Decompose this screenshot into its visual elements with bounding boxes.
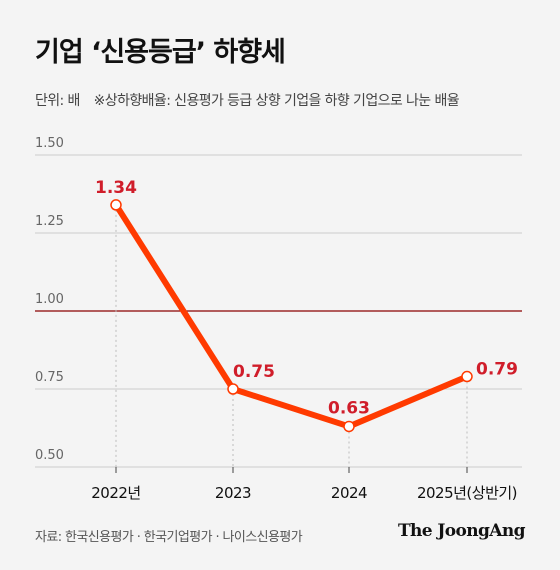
publisher-logo: The JoongAng [398,521,526,541]
data-label: 0.75 [233,362,275,382]
source-note: 자료: 한국신용평가 · 한국기업평가 · 나이스신용평가 [35,530,303,545]
y-tick-label: 1.00 [35,292,64,307]
x-tick-label: 2024 [331,484,367,502]
data-label: 0.79 [476,360,518,380]
data-point [343,420,355,433]
chart-subtitle: 단위: 배 ※상하향배율: 신용평가 등급 상향 기업을 하향 기업으로 나눈 … [35,90,460,110]
unit-note: 단위: 배 [35,93,80,109]
x-tick-label: 2023 [215,484,251,502]
y-tick-label: 1.25 [35,214,64,229]
y-tick-label: 0.50 [35,448,64,463]
definition-note: ※상하향배율: 신용평가 등급 상향 기업을 하향 기업으로 나눈 배율 [93,93,460,109]
data-point [110,199,122,211]
x-tick-label: 2022년 [91,484,140,502]
data-label: 0.63 [328,398,370,418]
chart-title: 기업 ‘신용등급’ 하향세 [35,37,286,68]
y-tick-label: 1.50 [35,136,64,151]
data-point [227,383,239,395]
series-line [113,201,470,430]
data-label: 1.34 [95,178,137,198]
y-tick-label: 0.75 [35,370,64,385]
data-point [461,370,473,383]
x-tick-label: 2025년(상반기) [417,484,517,502]
